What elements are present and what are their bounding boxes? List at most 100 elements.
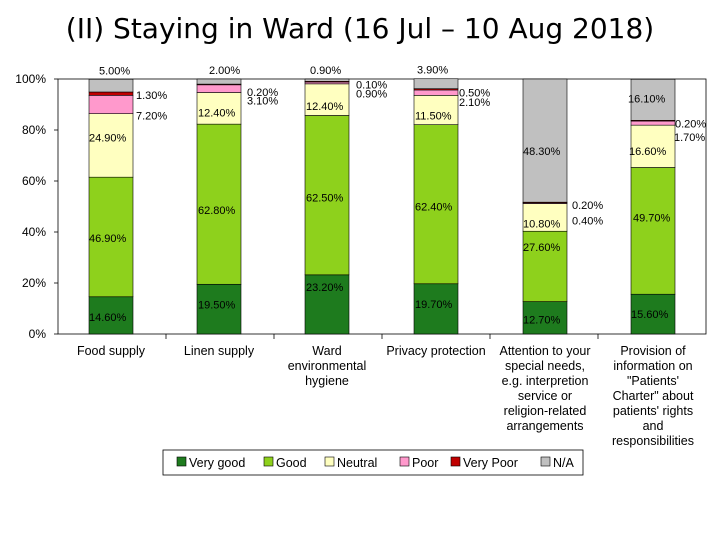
data-label: 24.90% bbox=[89, 133, 127, 145]
legend-swatch bbox=[324, 456, 335, 467]
data-label: 19.50% bbox=[198, 299, 236, 311]
data-label: 19.70% bbox=[415, 299, 453, 311]
bar-segment bbox=[413, 89, 459, 96]
y-tick-label: 100% bbox=[15, 72, 46, 86]
x-category-label: and bbox=[643, 419, 664, 433]
bar-segment bbox=[630, 120, 676, 126]
data-label: 23.20% bbox=[306, 282, 344, 294]
data-label: 5.00% bbox=[99, 65, 130, 77]
data-label: 49.70% bbox=[633, 212, 671, 224]
data-label: 0.20% bbox=[247, 87, 278, 99]
y-tick-label: 60% bbox=[22, 174, 46, 188]
y-tick-label: 0% bbox=[29, 327, 47, 341]
x-category-label: special needs, bbox=[505, 359, 585, 373]
data-label: 46.90% bbox=[89, 233, 127, 245]
data-label: 16.60% bbox=[629, 146, 667, 158]
data-label: 62.40% bbox=[415, 202, 453, 214]
bar-segment bbox=[196, 123, 242, 285]
bar-segment bbox=[304, 115, 350, 276]
x-category-label: environmental bbox=[288, 359, 367, 373]
data-label: 0.50% bbox=[459, 88, 490, 100]
data-label: 14.60% bbox=[89, 312, 127, 324]
legend-swatch bbox=[176, 456, 187, 467]
data-label: 0.90% bbox=[356, 89, 387, 101]
data-label: 0.90% bbox=[310, 65, 341, 77]
bar-segment bbox=[413, 78, 459, 89]
bar-segment bbox=[196, 84, 242, 93]
bar-segment bbox=[413, 95, 459, 125]
bar-segment bbox=[413, 283, 459, 335]
data-label: 2.10% bbox=[459, 97, 490, 109]
x-category-label: responsibilities bbox=[612, 434, 694, 448]
legend-swatch bbox=[450, 456, 461, 467]
bar-segment bbox=[88, 95, 134, 114]
data-label: 1.30% bbox=[136, 90, 167, 102]
data-label: 48.30% bbox=[523, 146, 561, 158]
bar-segment bbox=[413, 124, 459, 285]
y-tick-label: 80% bbox=[22, 123, 46, 137]
data-label: 15.60% bbox=[631, 309, 669, 321]
bar-segment bbox=[304, 78, 350, 82]
bar-segment bbox=[88, 296, 134, 335]
data-label: 16.10% bbox=[628, 93, 666, 105]
legend-swatch bbox=[540, 456, 551, 467]
bar-segment bbox=[630, 124, 676, 168]
legend-label: N/A bbox=[553, 456, 575, 470]
data-label: 12.40% bbox=[306, 101, 344, 113]
bar-segment bbox=[88, 91, 134, 96]
bar-segment bbox=[522, 78, 568, 203]
data-label: 0.20% bbox=[572, 200, 603, 212]
x-category-label: religion-related bbox=[504, 404, 587, 418]
data-label: 0.10% bbox=[356, 79, 387, 91]
x-category-label: Privacy protection bbox=[386, 344, 485, 358]
bar-segment bbox=[630, 167, 676, 295]
bar-segment bbox=[196, 78, 242, 85]
data-label: 12.40% bbox=[198, 108, 236, 120]
data-label: 0.20% bbox=[675, 118, 706, 130]
legend-swatch bbox=[399, 456, 410, 467]
x-category-label: information on bbox=[613, 359, 692, 373]
y-tick-label: 20% bbox=[22, 276, 46, 290]
legend-label: Neutral bbox=[337, 456, 377, 470]
x-category-label: Attention to your bbox=[499, 344, 590, 358]
data-label: 12.70% bbox=[523, 315, 561, 327]
data-label: 7.20% bbox=[136, 110, 167, 122]
legend-label: Very good bbox=[189, 456, 245, 470]
data-label: 0.40% bbox=[572, 216, 603, 228]
legend-label: Poor bbox=[412, 456, 438, 470]
data-label: 27.60% bbox=[523, 242, 561, 254]
data-label: 1.70% bbox=[674, 132, 705, 144]
bar-segment bbox=[630, 78, 676, 121]
x-category-label: Linen supply bbox=[184, 344, 255, 358]
data-label: 11.50% bbox=[415, 110, 452, 122]
data-label: 62.50% bbox=[306, 192, 344, 204]
data-label: 10.80% bbox=[523, 219, 561, 231]
x-category-label: "Patients' bbox=[627, 374, 679, 388]
x-category-label: service or bbox=[518, 389, 572, 403]
legend-box bbox=[162, 449, 584, 476]
x-category-label: patients' rights bbox=[613, 404, 693, 418]
x-category-label: e.g. interpretion bbox=[502, 374, 589, 388]
bar-segment bbox=[304, 83, 350, 116]
bar-segment bbox=[522, 230, 568, 302]
chart-title: (II) Staying in Ward (16 Jul – 10 Aug 20… bbox=[65, 12, 655, 45]
x-category-label: Provision of bbox=[620, 344, 686, 358]
x-category-label: Ward bbox=[312, 344, 341, 358]
x-category-label: Food supply bbox=[77, 344, 146, 358]
legend-label: Good bbox=[276, 456, 307, 470]
bar-segment bbox=[88, 78, 134, 93]
data-label: 3.10% bbox=[247, 96, 278, 108]
bar-segment bbox=[522, 203, 568, 232]
data-label: 2.00% bbox=[209, 65, 240, 77]
bar-segment bbox=[304, 274, 350, 335]
bar-segment bbox=[522, 301, 568, 335]
x-category-label: Charter" about bbox=[613, 389, 694, 403]
bar-segment bbox=[196, 283, 242, 335]
x-category-label: hygiene bbox=[305, 374, 349, 388]
data-label: 3.90% bbox=[417, 65, 448, 77]
legend-label: Very Poor bbox=[463, 456, 518, 470]
legend-swatch bbox=[263, 456, 274, 467]
bar-segment bbox=[88, 176, 134, 298]
y-tick-label: 40% bbox=[22, 225, 46, 239]
